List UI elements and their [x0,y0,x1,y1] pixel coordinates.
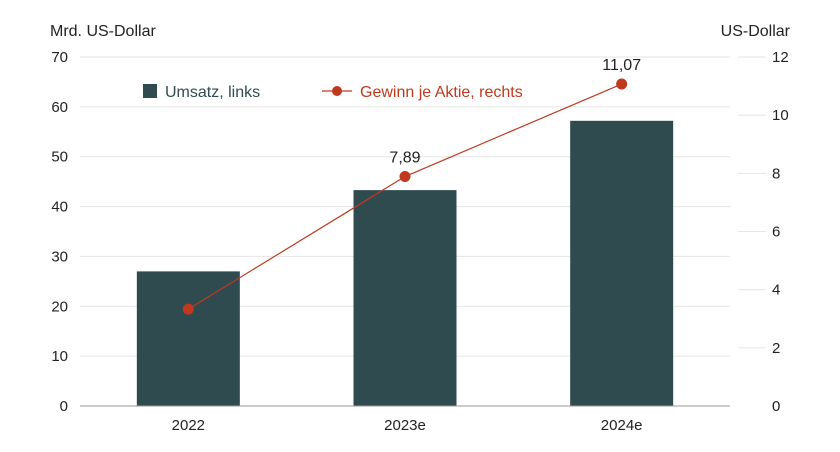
right-tick-label: 10 [772,107,789,124]
legend: Umsatz, links Gewinn je Aktie, rechts [143,84,523,101]
bar-2023e [353,190,457,406]
x-tick-label: 2023e [384,417,426,434]
bar-2022 [136,271,240,406]
axes: Mrd. US-Dollar US-Dollar 010203040506070… [50,23,791,434]
x-tick-label: 2022 [172,417,205,434]
line-data-label: 7,89 [389,150,420,167]
right-axis-title: US-Dollar [721,23,791,40]
left-tick-label: 70 [51,49,68,66]
left-axis-title: Mrd. US-Dollar [50,23,156,40]
bar-2024e [570,120,674,407]
legend-label-line: Gewinn je Aktie, rechts [360,84,523,101]
line-data-label: 11,07 [602,57,641,74]
bar-series [136,120,674,407]
right-tick-label: 4 [772,282,780,299]
right-tick-label: 2 [772,340,780,357]
legend-label-bar: Umsatz, links [165,84,260,101]
right-tick-label: 0 [772,398,780,415]
line-series: 7,89 11,07 [182,57,641,315]
right-tick-label: 12 [772,49,789,66]
right-tick-label: 6 [772,224,780,241]
left-tick-label: 30 [51,248,68,265]
line-point-2024e [616,78,628,90]
left-tick-label: 0 [60,398,68,415]
left-tick-label: 60 [51,99,68,116]
left-tick-label: 10 [51,348,68,365]
left-tick-label: 50 [51,149,68,166]
line-point-2022 [182,303,194,315]
legend-swatch-marker [332,86,342,96]
x-tick-label: 2024e [601,417,643,434]
legend-swatch-bar [143,84,157,98]
left-tick-label: 20 [51,298,68,315]
line-point-2023e [399,171,411,183]
left-tick-label: 40 [51,199,68,216]
right-tick-label: 8 [772,165,780,182]
